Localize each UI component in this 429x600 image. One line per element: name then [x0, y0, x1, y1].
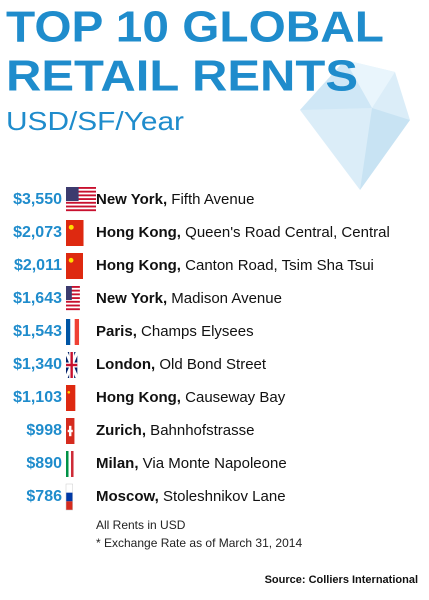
- flag-bar: [66, 253, 83, 279]
- value-label: $2,011: [14, 257, 62, 274]
- flag-stripe: [66, 304, 80, 307]
- flag-stripe: [66, 300, 80, 303]
- flag-band: [74, 319, 80, 345]
- flag-bar: [66, 451, 74, 477]
- note: All Rents in USD: [96, 518, 186, 532]
- value-label: $1,543: [13, 323, 62, 340]
- flag-bar: [66, 385, 76, 411]
- flag-stripe: [66, 286, 80, 288]
- location: Bahnhofstrasse: [146, 422, 254, 439]
- value-label: $998: [26, 422, 62, 439]
- flag-canton: [66, 286, 72, 301]
- flag-band: [68, 451, 72, 477]
- flag-bar: [66, 319, 80, 345]
- title-line: TOP 10 GLOBAL: [6, 3, 384, 52]
- city: Zurich,: [96, 422, 146, 439]
- value-label: $1,643: [13, 290, 62, 307]
- flag-band: [70, 319, 75, 345]
- flag-stripe: [66, 194, 96, 197]
- flag-bar: [65, 483, 73, 511]
- flag-band: [66, 319, 71, 345]
- flag-stripe: [66, 293, 80, 296]
- diamond-graphic: [300, 60, 410, 190]
- location: Stoleshnikov Lane: [159, 488, 286, 505]
- diamond-facet: [345, 60, 395, 108]
- row-label: London, Old Bond Street: [96, 356, 267, 373]
- flag-stripe: [66, 308, 80, 311]
- flag-bar: [66, 418, 75, 444]
- city: New York,: [96, 191, 167, 208]
- flag-stripe: [66, 289, 80, 292]
- flag-stripe: [66, 209, 96, 212]
- note: * Exchange Rate as of March 31, 2014: [96, 536, 302, 550]
- title-line: RETAIL RENTS: [6, 52, 358, 101]
- value-label: $1,103: [13, 389, 62, 406]
- city: New York,: [96, 290, 167, 307]
- flag-stripe: [66, 190, 96, 193]
- row-label: Hong Kong, Queen's Road Central, Central: [96, 224, 390, 241]
- flag-canton: [66, 187, 79, 202]
- source: Source: Colliers International: [265, 574, 418, 586]
- location: Old Bond Street: [155, 356, 267, 373]
- row-label: Milan, Via Monte Napoleone: [96, 455, 287, 472]
- flag-band: [66, 492, 73, 502]
- row-label: Paris, Champs Elysees: [96, 323, 254, 340]
- flag-star: [68, 257, 74, 263]
- flag-bar: [64, 351, 79, 379]
- flag-bar: [66, 220, 84, 246]
- flag-bar: [66, 286, 80, 311]
- location: Via Monte Napoleone: [139, 455, 287, 472]
- row-label: Hong Kong, Causeway Bay: [96, 389, 286, 406]
- value-label: $786: [26, 488, 62, 505]
- flag-stripe: [66, 198, 96, 200]
- diamond-facet: [360, 108, 410, 190]
- location: Queen's Road Central, Central: [181, 224, 390, 241]
- flag-cross: [67, 429, 73, 433]
- city: Hong Kong,: [96, 224, 181, 241]
- city: Hong Kong,: [96, 389, 181, 406]
- flag-stripe: [66, 187, 96, 189]
- city: Milan,: [96, 455, 139, 472]
- flag-star: [68, 224, 74, 230]
- row-label: New York, Madison Avenue: [96, 290, 282, 307]
- city: Moscow,: [96, 488, 159, 505]
- flag-band: [66, 451, 69, 477]
- location: Canton Road, Tsim Sha Tsui: [181, 257, 374, 274]
- city: Paris,: [96, 323, 137, 340]
- flag-border: [65, 483, 73, 511]
- flag-field: [66, 220, 84, 246]
- value-label: $890: [26, 455, 62, 472]
- flag-field: [66, 385, 76, 411]
- flag-band: [66, 501, 73, 510]
- row-label: Moscow, Stoleshnikov Lane: [96, 488, 286, 505]
- flag-band: [71, 451, 74, 477]
- flag-stripe: [66, 205, 96, 208]
- row-label: Zurich, Bahnhofstrasse: [96, 422, 254, 439]
- value-label: $2,073: [13, 224, 62, 241]
- location: Causeway Bay: [181, 389, 286, 406]
- flag-stripe: [66, 297, 80, 299]
- flag-stripe: [66, 201, 96, 204]
- city: London,: [96, 356, 155, 373]
- location: Fifth Avenue: [167, 191, 254, 208]
- row-label: Hong Kong, Canton Road, Tsim Sha Tsui: [96, 257, 374, 274]
- flag-band: [66, 484, 73, 493]
- subtitle: USD/SF/Year: [6, 106, 184, 136]
- city: Hong Kong,: [96, 257, 181, 274]
- diamond-facet: [300, 60, 372, 110]
- flag-star: [67, 390, 71, 394]
- location: Madison Avenue: [167, 290, 282, 307]
- flag-cross: [66, 363, 78, 367]
- flag-bar: [66, 187, 96, 212]
- value-label: $1,340: [13, 356, 62, 373]
- location: Champs Elysees: [137, 323, 254, 340]
- flag-field: [66, 253, 83, 279]
- value-label: $3,550: [13, 191, 62, 208]
- row-label: New York, Fifth Avenue: [96, 191, 254, 208]
